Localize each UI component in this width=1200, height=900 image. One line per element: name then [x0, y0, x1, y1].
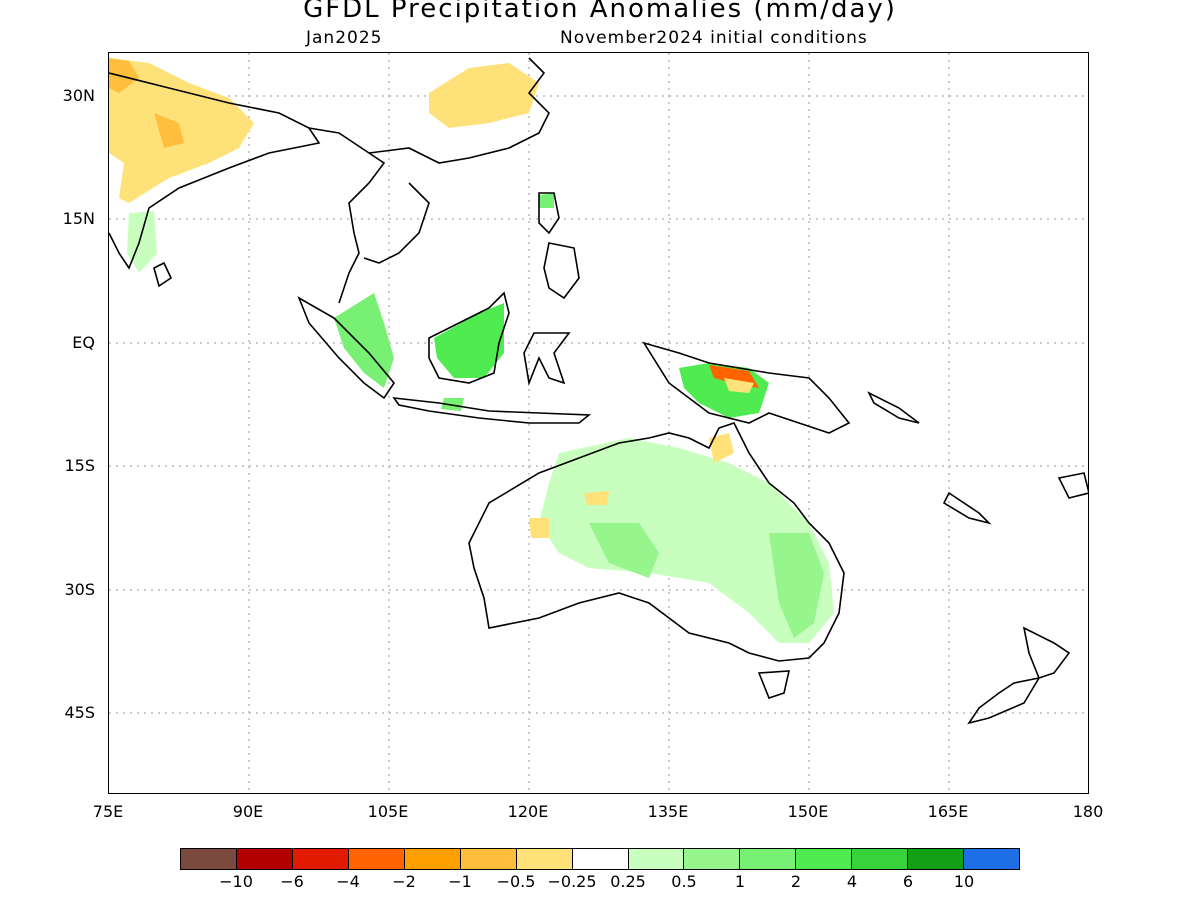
colorbar-label: 0.25 [610, 872, 646, 891]
lon-label-165e: 165E [927, 802, 969, 821]
colorbar [180, 848, 1020, 870]
lon-label-75e: 75E [92, 802, 124, 821]
colorbar-swatch [796, 849, 853, 869]
colorbar-label: 1 [734, 872, 746, 891]
colorbar-label: −6 [280, 872, 304, 891]
colorbar-swatch [404, 849, 461, 869]
colorbar-label: −10 [219, 872, 253, 891]
colorbar-label: −0.5 [496, 872, 536, 891]
colorbar-swatch [236, 849, 293, 869]
lat-label-15s: 15S [64, 456, 95, 475]
graticule [109, 53, 1088, 793]
coastlines [109, 57, 1088, 725]
colorbar-swatch [684, 849, 741, 869]
lat-label-15n: 15N [62, 209, 95, 228]
colorbar-swatch [348, 849, 405, 869]
map-canvas [109, 53, 1088, 793]
colorbar-swatch [628, 849, 685, 869]
colorbar-swatch [516, 849, 573, 869]
lon-label-120e: 120E [507, 802, 549, 821]
colorbar-swatch [460, 849, 517, 869]
colorbar-label: 10 [953, 872, 975, 891]
initial-conditions: November2024 initial conditions [560, 28, 868, 48]
map-frame [108, 52, 1089, 794]
lat-label-30s: 30S [64, 580, 95, 599]
colorbar-label: −4 [336, 872, 360, 891]
colorbar-label: −1 [448, 872, 472, 891]
lon-label-90e: 90E [232, 802, 264, 821]
colorbar-label: −0.25 [547, 872, 597, 891]
colorbar-label: 4 [846, 872, 858, 891]
colorbar-label: 6 [902, 872, 914, 891]
lat-label-eq: EQ [72, 333, 95, 352]
lon-label-180: 180 [1072, 802, 1104, 821]
colorbar-label: 0.5 [671, 872, 697, 891]
lon-label-135e: 135E [647, 802, 689, 821]
colorbar-label: −2 [392, 872, 416, 891]
colorbar-label: 2 [790, 872, 802, 891]
lon-label-150e: 150E [787, 802, 829, 821]
colorbar-swatch [740, 849, 797, 869]
colorbar-swatch [292, 849, 349, 869]
colorbar-swatch [181, 849, 237, 869]
colorbar-swatch [852, 849, 909, 869]
forecast-month: Jan2025 [306, 28, 383, 48]
lat-label-45s: 45S [64, 703, 95, 722]
colorbar-swatch [908, 849, 965, 869]
colorbar-swatch [572, 849, 629, 869]
map-title: GFDL Precipitation Anomalies (mm/day) [303, 0, 897, 24]
lat-label-30n: 30N [62, 86, 95, 105]
lon-label-105e: 105E [367, 802, 409, 821]
colorbar-swatch [964, 849, 1020, 869]
